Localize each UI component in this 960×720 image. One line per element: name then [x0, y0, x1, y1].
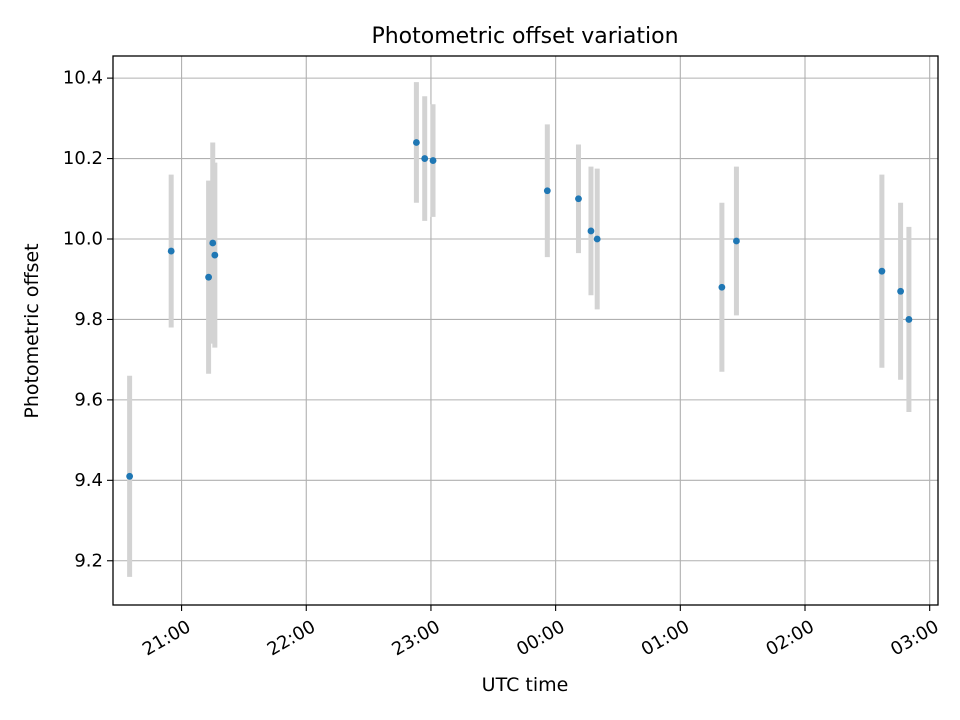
data-points	[126, 139, 913, 480]
y-tick-label: 10.2	[63, 148, 103, 169]
x-tick-label: 23:00	[388, 616, 443, 660]
y-tick-label: 10.0	[63, 229, 103, 250]
y-tick-label: 9.4	[74, 470, 103, 491]
data-point	[733, 237, 740, 245]
data-point	[211, 251, 219, 259]
chart-title: Photometric offset variation	[371, 24, 678, 49]
y-tick-label: 9.2	[74, 550, 103, 571]
data-point	[543, 187, 551, 195]
data-point	[587, 227, 595, 235]
y-tick-label: 9.8	[74, 309, 103, 330]
data-point	[205, 273, 212, 281]
grid	[113, 56, 938, 605]
data-point	[413, 139, 420, 146]
y-axis-label: Photometric offset	[21, 243, 43, 418]
x-tick-label: 02:00	[762, 616, 817, 660]
axis-ticks: 21:00 22:00 23:00 00:00 01:00 02:00 03:00 9.2 9.…	[63, 68, 943, 661]
data-point	[209, 239, 217, 247]
x-axis-label: UTC time	[482, 674, 569, 696]
x-tick-label: 03:00	[887, 616, 942, 660]
data-point	[167, 247, 175, 255]
data-point	[593, 235, 601, 243]
data-point	[126, 472, 134, 480]
y-tick-label: 9.6	[74, 389, 103, 410]
data-point	[575, 195, 582, 203]
data-point	[897, 287, 904, 295]
x-tick-label: 01:00	[638, 616, 693, 660]
data-point	[421, 155, 429, 162]
x-tick-label: 00:00	[513, 616, 568, 660]
data-point	[718, 283, 726, 291]
data-point	[905, 316, 913, 323]
x-tick-label: 22:00	[264, 616, 319, 660]
data-point	[878, 267, 886, 275]
y-tick-label: 10.4	[63, 68, 103, 89]
error-bars	[127, 82, 912, 577]
data-point	[429, 157, 437, 164]
plot-frame	[112, 55, 939, 606]
x-tick-label: 21:00	[139, 616, 194, 660]
